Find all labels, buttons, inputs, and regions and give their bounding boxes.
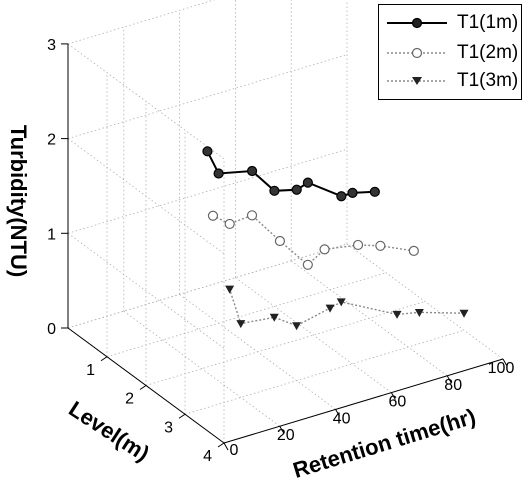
chart-series bbox=[202, 146, 469, 331]
floor-gridline bbox=[179, 294, 336, 410]
back-wall-gridline bbox=[67, 54, 348, 139]
x-tick-label: 0 bbox=[230, 442, 239, 459]
data-point-marker bbox=[325, 304, 335, 313]
chart-legend: T1(1m) T1(2m) T1(3m) bbox=[378, 4, 522, 100]
floor-gridline bbox=[346, 243, 504, 360]
data-point-marker bbox=[392, 310, 402, 319]
back-wall-gridline bbox=[67, 148, 348, 234]
data-point-marker bbox=[414, 308, 424, 317]
x-tick-label: 20 bbox=[277, 427, 295, 444]
x-tick-mark bbox=[502, 358, 508, 367]
y-tick-label: 4 bbox=[203, 448, 212, 465]
x-tick-label: 40 bbox=[333, 410, 351, 427]
legend-label: T1(3m) bbox=[457, 70, 519, 91]
data-point-marker bbox=[213, 168, 224, 179]
legend-entry: T1(3m) bbox=[385, 69, 519, 93]
x-axis-line bbox=[223, 358, 504, 444]
y-tick-mark bbox=[178, 413, 186, 419]
x-tick-mark bbox=[279, 425, 285, 434]
legend-label: T1(2m) bbox=[457, 42, 519, 63]
z-tick-label: 3 bbox=[47, 37, 56, 54]
data-point-marker bbox=[225, 285, 235, 294]
series-line-2 bbox=[212, 214, 414, 266]
legend-swatch-icon bbox=[387, 17, 447, 29]
data-point-marker bbox=[375, 240, 386, 251]
side-wall-gridline bbox=[67, 232, 225, 349]
z-tick-label: 0 bbox=[47, 321, 56, 338]
floor-gridline bbox=[145, 301, 426, 386]
floor-gridline bbox=[67, 243, 348, 329]
data-point-marker bbox=[369, 186, 380, 197]
data-point-marker bbox=[291, 184, 302, 195]
chart-axes bbox=[61, 43, 508, 451]
data-point-marker bbox=[302, 259, 313, 270]
data-point-marker bbox=[269, 185, 280, 196]
data-point-marker bbox=[302, 177, 313, 188]
data-point-marker bbox=[459, 309, 469, 318]
data-point-marker bbox=[224, 218, 235, 230]
data-point-marker bbox=[319, 244, 330, 255]
data-point-marker bbox=[292, 322, 302, 331]
data-point-marker bbox=[236, 320, 246, 329]
z-axis-label: Turbidity(NTU) bbox=[6, 124, 31, 278]
back-wall-gridline bbox=[67, 243, 348, 329]
x-tick-mark bbox=[446, 375, 452, 384]
data-point-marker bbox=[207, 210, 219, 221]
legend-label: T1(1m) bbox=[457, 12, 519, 33]
data-point-marker bbox=[352, 239, 364, 251]
x-tick-label: 80 bbox=[444, 377, 462, 394]
data-point-marker bbox=[408, 245, 419, 256]
floor-gridline bbox=[290, 260, 448, 377]
y-tick-label: 2 bbox=[125, 391, 134, 408]
z-tick-label: 2 bbox=[47, 132, 56, 149]
data-point-marker bbox=[246, 210, 258, 221]
series-line-3 bbox=[228, 288, 465, 327]
data-point-marker bbox=[246, 165, 258, 177]
y-tick-mark bbox=[139, 385, 147, 390]
data-point-marker bbox=[347, 187, 358, 198]
data-point-marker bbox=[336, 191, 347, 202]
data-point-marker bbox=[274, 235, 286, 247]
floor-gridline bbox=[123, 310, 281, 427]
y-tick-mark bbox=[100, 356, 108, 362]
y-tick-label: 1 bbox=[86, 362, 95, 379]
x-tick-label: 100 bbox=[488, 360, 515, 377]
z-tick-label: 1 bbox=[47, 226, 56, 243]
x-tick-mark bbox=[335, 409, 341, 417]
floor-gridline bbox=[184, 329, 465, 415]
y-tick-label: 3 bbox=[164, 419, 173, 436]
side-wall-gridline bbox=[67, 138, 225, 254]
data-point-marker bbox=[202, 146, 213, 157]
floor-gridline bbox=[235, 277, 392, 393]
y-tick-mark bbox=[217, 442, 225, 448]
back-wall-gridline bbox=[67, 0, 216, 45]
data-point-marker bbox=[336, 298, 346, 307]
legend-swatch-icon bbox=[387, 47, 447, 59]
data-point-marker bbox=[269, 313, 279, 322]
legend-swatch-icon bbox=[387, 77, 447, 85]
floor-gridline bbox=[106, 272, 387, 358]
x-tick-mark bbox=[223, 442, 229, 451]
legend-entry: T1(1m) bbox=[385, 11, 519, 35]
x-tick-mark bbox=[390, 392, 396, 400]
side-wall-gridline bbox=[67, 43, 225, 160]
x-tick-label: 60 bbox=[389, 394, 407, 411]
legend-entry: T1(2m) bbox=[385, 41, 519, 65]
